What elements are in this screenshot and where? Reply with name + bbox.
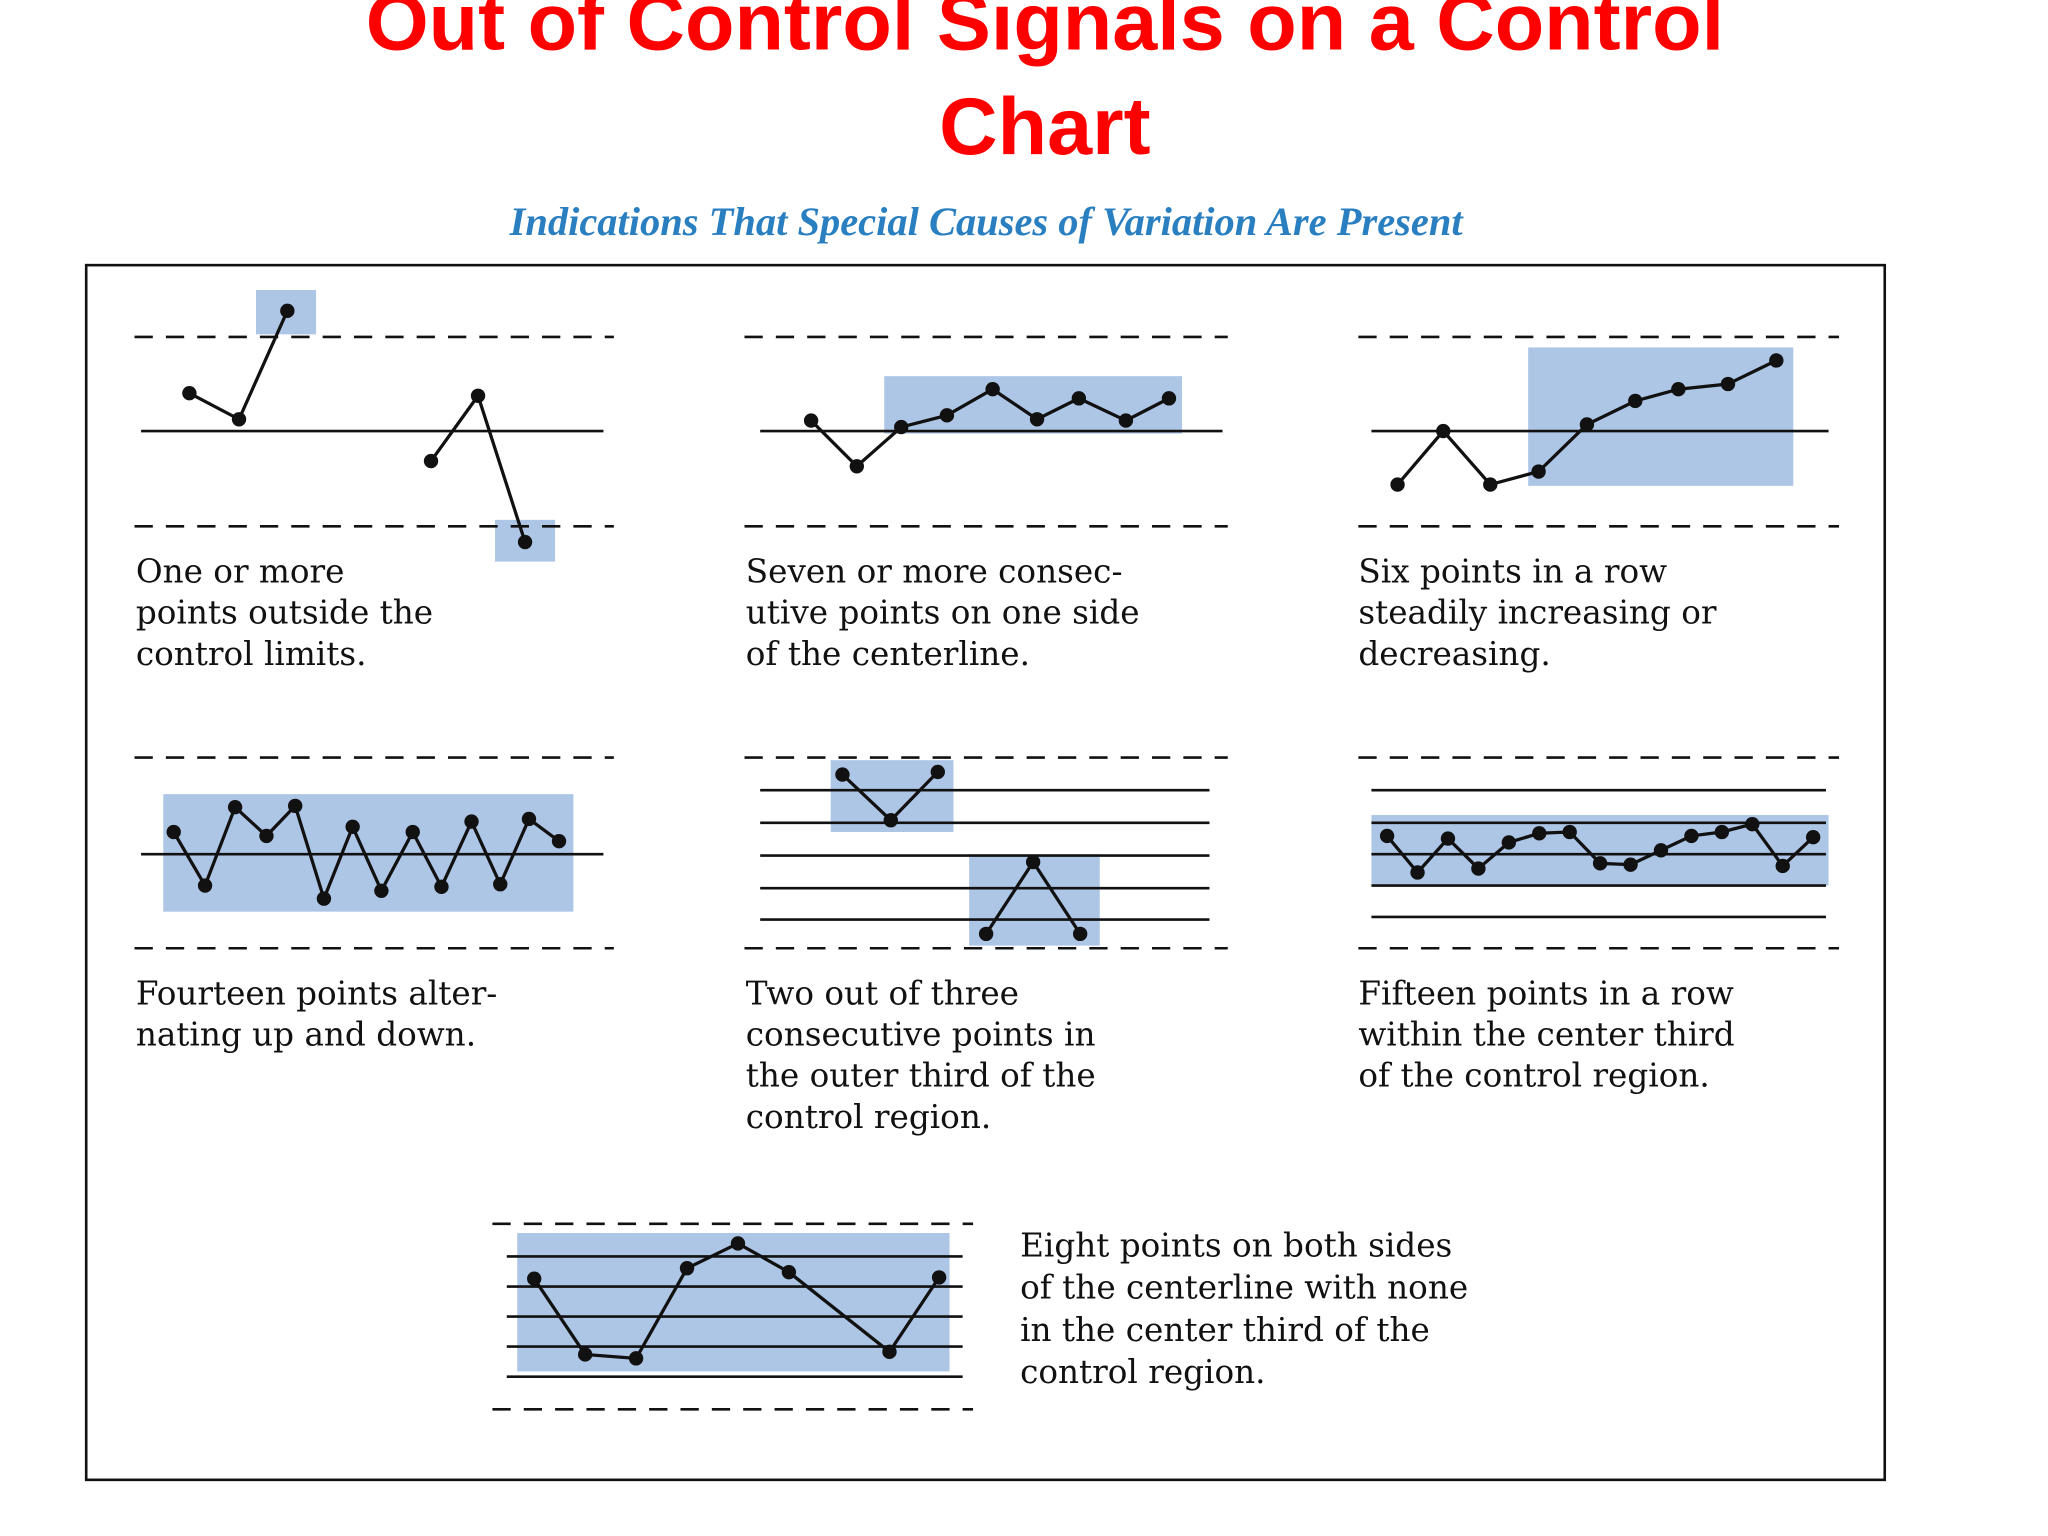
point — [1440, 831, 1456, 846]
point — [1071, 391, 1087, 406]
point — [1628, 393, 1643, 409]
point — [280, 303, 295, 319]
point — [374, 883, 389, 898]
point — [939, 408, 955, 423]
point — [1118, 413, 1134, 428]
point — [1714, 824, 1730, 840]
point — [1532, 826, 1547, 841]
point — [1072, 926, 1088, 942]
subtitle: Indications That Special Causes of Varia… — [509, 199, 1465, 244]
caption-line: within the center third — [1358, 1016, 1734, 1054]
caption-line: the outer third of the — [746, 1057, 1096, 1095]
point — [835, 767, 850, 782]
point — [1410, 865, 1425, 880]
point — [931, 1270, 947, 1285]
point — [470, 388, 486, 403]
caption-line: Six points in a row — [1358, 553, 1667, 591]
point — [423, 453, 439, 469]
point — [493, 877, 508, 892]
point — [316, 891, 332, 906]
point — [930, 764, 945, 780]
point — [781, 1264, 797, 1280]
point — [1623, 857, 1638, 872]
point — [231, 412, 247, 427]
caption-line: Seven or more consec- — [746, 553, 1123, 591]
title-line: Out of Control Signals on a Control — [366, 0, 1724, 68]
point — [1471, 861, 1486, 876]
point — [1562, 824, 1577, 840]
point — [517, 534, 533, 550]
highlight — [1528, 347, 1794, 486]
point — [1745, 816, 1760, 832]
point — [464, 814, 479, 829]
point — [978, 926, 994, 942]
point — [197, 878, 213, 893]
point — [1483, 477, 1498, 492]
caption-line: nating up and down. — [136, 1016, 476, 1054]
point — [894, 419, 909, 435]
point — [1379, 828, 1395, 844]
point — [882, 1344, 897, 1360]
point — [405, 824, 420, 840]
point — [1531, 464, 1546, 479]
caption-line: of the control region. — [1358, 1057, 1709, 1095]
point — [1501, 835, 1517, 850]
caption-line: of the centerline with none — [1020, 1269, 1468, 1307]
point — [1592, 856, 1608, 871]
point — [1684, 828, 1699, 844]
point — [1720, 376, 1736, 392]
point — [345, 819, 360, 834]
caption-line: control region. — [746, 1098, 991, 1136]
point — [227, 800, 243, 815]
caption-line: Eight points on both sides — [1020, 1226, 1452, 1264]
point — [1579, 417, 1595, 432]
caption-line: in the center third of the — [1020, 1311, 1430, 1349]
title-line: Chart — [939, 82, 1150, 172]
point — [883, 813, 898, 828]
point — [679, 1261, 695, 1276]
highlight — [1371, 815, 1829, 886]
point — [182, 385, 197, 401]
series-line — [532, 1241, 941, 1361]
caption-line: points outside the — [136, 594, 433, 632]
point — [577, 1347, 593, 1362]
caption-line: decreasing. — [1358, 635, 1550, 673]
caption-line: consecutive points in — [746, 1016, 1096, 1054]
point — [434, 879, 449, 895]
point — [521, 811, 537, 827]
caption-line: of the centerline. — [746, 635, 1030, 673]
point — [1769, 353, 1784, 368]
point — [166, 824, 181, 840]
point — [1805, 830, 1821, 845]
point — [985, 382, 1000, 397]
point — [730, 1236, 746, 1251]
point — [551, 833, 567, 849]
point — [1029, 412, 1045, 427]
point — [1671, 382, 1686, 397]
point — [628, 1351, 644, 1366]
point — [259, 828, 274, 844]
caption-line: Two out of three — [746, 974, 1019, 1012]
frame — [84, 263, 1887, 1482]
point — [288, 798, 303, 814]
caption-line: control limits. — [136, 635, 367, 673]
point — [527, 1271, 542, 1286]
point — [1775, 858, 1790, 874]
caption-line: One or more — [136, 553, 345, 591]
point — [1653, 843, 1669, 858]
caption-line: Fifteen points in a row — [1358, 974, 1733, 1012]
caption-line: utive points on one side — [746, 594, 1140, 632]
point — [1436, 423, 1451, 439]
caption-line: Fourteen points alter- — [136, 974, 498, 1012]
caption-line: control region. — [1020, 1353, 1265, 1391]
point — [1390, 477, 1405, 492]
point — [1025, 854, 1041, 870]
point — [803, 413, 819, 428]
point — [849, 459, 864, 474]
point — [1161, 391, 1177, 406]
caption-line: steadily increasing or — [1358, 594, 1716, 632]
